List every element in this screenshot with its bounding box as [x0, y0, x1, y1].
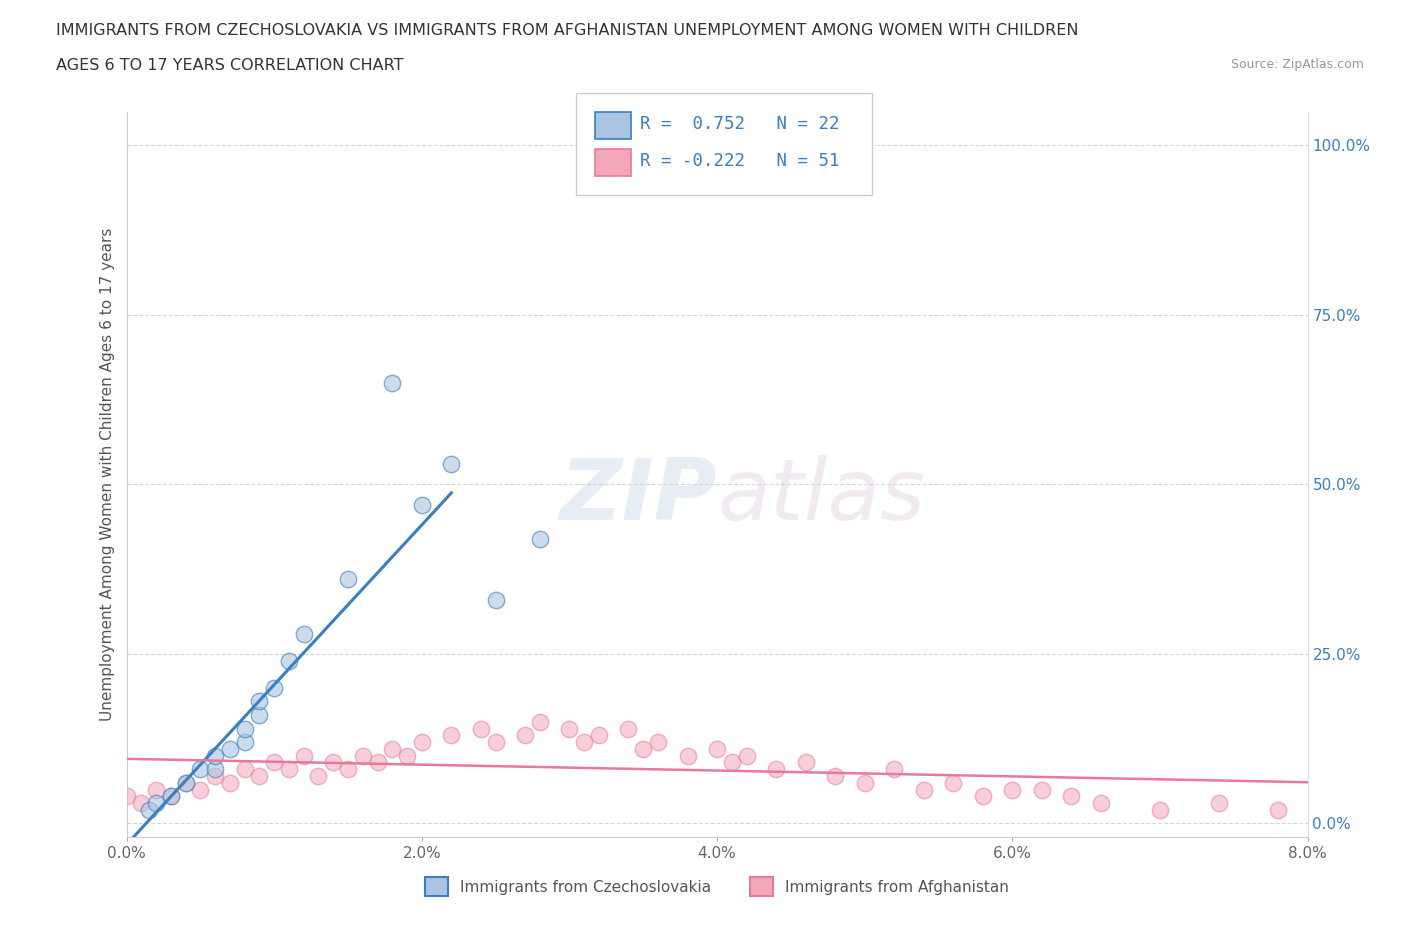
Point: [367, 755, 389, 770]
Point: [292, 749, 315, 764]
Point: [292, 626, 315, 641]
Point: [411, 498, 433, 512]
Point: [617, 721, 640, 736]
Point: [794, 755, 817, 770]
Text: R =  0.752   N = 22: R = 0.752 N = 22: [640, 114, 839, 133]
Y-axis label: Unemployment Among Women with Children Ages 6 to 17 years: Unemployment Among Women with Children A…: [100, 228, 115, 721]
Point: [396, 749, 419, 764]
Point: [204, 762, 226, 777]
Point: [219, 741, 242, 756]
Point: [278, 762, 301, 777]
Point: [249, 708, 271, 723]
Point: [1001, 782, 1024, 797]
Point: [1208, 796, 1230, 811]
Legend: Immigrants from Czechoslovakia, Immigrants from Afghanistan: Immigrants from Czechoslovakia, Immigran…: [419, 871, 1015, 902]
Point: [588, 728, 610, 743]
Point: [160, 789, 183, 804]
Point: [188, 762, 212, 777]
Point: [484, 592, 508, 607]
Point: [233, 721, 256, 736]
Point: [381, 741, 404, 756]
Point: [440, 457, 463, 472]
Point: [160, 789, 183, 804]
Point: [307, 768, 329, 783]
Point: [676, 749, 699, 764]
Point: [853, 776, 876, 790]
Point: [912, 782, 935, 797]
Text: AGES 6 TO 17 YEARS CORRELATION CHART: AGES 6 TO 17 YEARS CORRELATION CHART: [56, 58, 404, 73]
Point: [765, 762, 787, 777]
Point: [574, 735, 596, 750]
Point: [188, 782, 212, 797]
Point: [138, 803, 160, 817]
Point: [883, 762, 905, 777]
Text: Source: ZipAtlas.com: Source: ZipAtlas.com: [1230, 58, 1364, 71]
Point: [233, 735, 256, 750]
Point: [337, 572, 360, 587]
Point: [145, 782, 167, 797]
Point: [484, 735, 508, 750]
Point: [174, 776, 197, 790]
Text: R = -0.222   N = 51: R = -0.222 N = 51: [640, 152, 839, 170]
Point: [706, 741, 728, 756]
Point: [233, 762, 256, 777]
Point: [204, 749, 226, 764]
Point: [278, 653, 301, 668]
Point: [1031, 782, 1053, 797]
Point: [249, 694, 271, 709]
Point: [515, 728, 537, 743]
Point: [249, 768, 271, 783]
Point: [942, 776, 965, 790]
Point: [263, 755, 285, 770]
Point: [558, 721, 581, 736]
Point: [1060, 789, 1083, 804]
Point: [824, 768, 846, 783]
Point: [735, 749, 758, 764]
Point: [115, 789, 138, 804]
Point: [129, 796, 153, 811]
Point: [1267, 803, 1289, 817]
Point: [219, 776, 242, 790]
Point: [145, 796, 167, 811]
Point: [204, 768, 226, 783]
Point: [633, 741, 655, 756]
Point: [1149, 803, 1171, 817]
Point: [174, 776, 197, 790]
Text: atlas: atlas: [717, 455, 925, 538]
Point: [440, 728, 463, 743]
Point: [322, 755, 344, 770]
Point: [337, 762, 360, 777]
Point: [352, 749, 374, 764]
Point: [381, 376, 404, 391]
Point: [529, 531, 551, 546]
Point: [647, 735, 669, 750]
Point: [470, 721, 492, 736]
Text: IMMIGRANTS FROM CZECHOSLOVAKIA VS IMMIGRANTS FROM AFGHANISTAN UNEMPLOYMENT AMONG: IMMIGRANTS FROM CZECHOSLOVAKIA VS IMMIGR…: [56, 23, 1078, 38]
Text: ZIP: ZIP: [560, 455, 717, 538]
Point: [263, 681, 285, 696]
Point: [721, 755, 744, 770]
Point: [972, 789, 994, 804]
Point: [633, 172, 655, 187]
Point: [1090, 796, 1112, 811]
Point: [529, 714, 551, 729]
Point: [411, 735, 433, 750]
